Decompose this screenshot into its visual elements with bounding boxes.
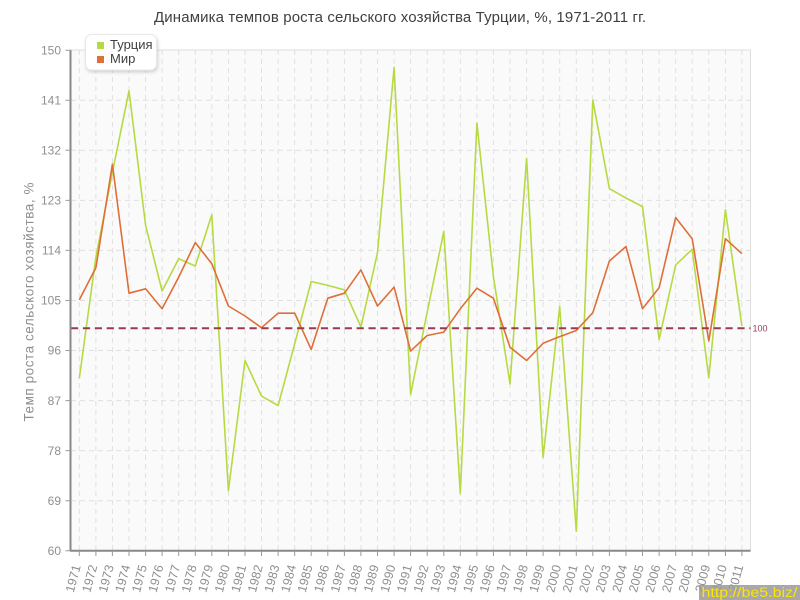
svg-text:2005: 2005 — [626, 563, 647, 594]
svg-text:1991: 1991 — [394, 563, 415, 594]
svg-text:Динамика темпов роста сельског: Динамика темпов роста сельского хозяйств… — [154, 9, 646, 26]
svg-text:1972: 1972 — [80, 563, 101, 594]
svg-text:1986: 1986 — [311, 563, 332, 594]
svg-text:1987: 1987 — [328, 563, 349, 594]
svg-text:1978: 1978 — [179, 563, 200, 594]
svg-text:1982: 1982 — [245, 563, 266, 594]
svg-text:1989: 1989 — [361, 563, 382, 594]
svg-text:1985: 1985 — [295, 563, 316, 594]
svg-text:78: 78 — [48, 444, 62, 458]
svg-text:1971: 1971 — [63, 563, 84, 594]
svg-text:1976: 1976 — [146, 563, 167, 594]
svg-text:2007: 2007 — [659, 563, 680, 594]
svg-text:Мир: Мир — [110, 51, 135, 66]
svg-text:132: 132 — [41, 144, 61, 158]
svg-text:1984: 1984 — [278, 563, 299, 594]
svg-text:1998: 1998 — [510, 563, 531, 594]
svg-text:2000: 2000 — [543, 563, 564, 594]
svg-text:2002: 2002 — [576, 563, 597, 594]
svg-text:114: 114 — [42, 244, 61, 258]
svg-text:1981: 1981 — [229, 563, 250, 594]
svg-text:1990: 1990 — [378, 563, 399, 594]
svg-text:60: 60 — [48, 544, 62, 558]
svg-text:100: 100 — [753, 323, 768, 333]
svg-text:1999: 1999 — [527, 563, 548, 594]
svg-text:Темп роста сельского хозяйства: Темп роста сельского хозяйства, % — [22, 183, 37, 422]
svg-text:96: 96 — [48, 344, 62, 358]
svg-text:1977: 1977 — [162, 563, 183, 594]
svg-text:1993: 1993 — [427, 563, 448, 594]
svg-text:150: 150 — [41, 43, 61, 57]
svg-text:1979: 1979 — [195, 563, 216, 594]
svg-text:1997: 1997 — [494, 563, 515, 594]
svg-text:87: 87 — [48, 394, 62, 408]
svg-text:1992: 1992 — [411, 563, 432, 594]
svg-text:1995: 1995 — [461, 563, 482, 594]
svg-text:1974: 1974 — [113, 563, 134, 594]
svg-text:1980: 1980 — [212, 563, 233, 594]
svg-text:105: 105 — [41, 294, 61, 308]
svg-text:1975: 1975 — [129, 563, 150, 594]
svg-text:1973: 1973 — [96, 563, 117, 594]
svg-text:2004: 2004 — [610, 563, 631, 594]
svg-text:2003: 2003 — [593, 563, 614, 594]
svg-text:1996: 1996 — [477, 563, 498, 594]
svg-text:1994: 1994 — [444, 563, 465, 594]
svg-text:123: 123 — [41, 194, 61, 208]
svg-text:http://be5.biz/: http://be5.biz/ — [702, 585, 798, 600]
svg-text:1988: 1988 — [345, 563, 366, 594]
svg-text:1983: 1983 — [262, 563, 283, 594]
svg-text:Турция: Турция — [110, 37, 153, 52]
svg-text:2006: 2006 — [643, 563, 664, 594]
svg-text:141: 141 — [41, 93, 61, 107]
svg-text:2008: 2008 — [676, 563, 697, 594]
svg-text:2001: 2001 — [560, 563, 581, 594]
svg-text:69: 69 — [48, 494, 62, 508]
